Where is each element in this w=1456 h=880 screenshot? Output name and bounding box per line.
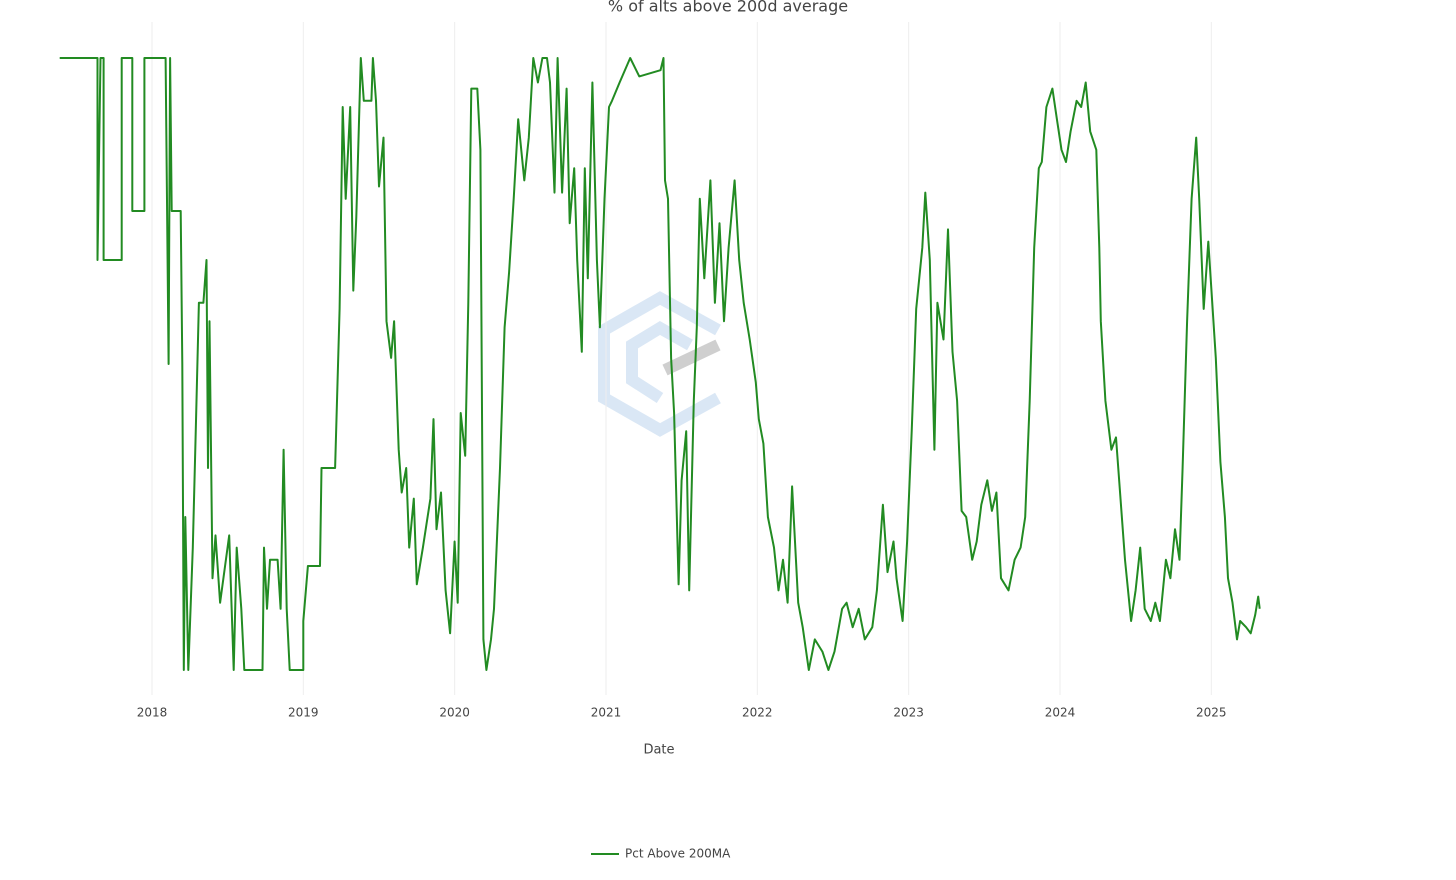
x-tick-label: 2019 — [288, 706, 319, 720]
data-line — [59, 57, 1261, 671]
x-axis-label: Date — [643, 743, 674, 758]
x-tick-label: 2021 — [591, 706, 622, 720]
x-tick-label: 2025 — [1196, 706, 1227, 720]
legend: Pct Above 200MA — [591, 847, 731, 861]
plot — [59, 57, 1261, 671]
x-tick-label: 2024 — [1045, 706, 1076, 720]
grid: 2018 2019 2020 2021 2022 2023 2024 2025 — [137, 22, 1227, 720]
legend-label: Pct Above 200MA — [625, 847, 731, 861]
watermark — [598, 291, 721, 437]
x-tick-label: 2022 — [742, 706, 773, 720]
x-tick-label: 2020 — [439, 706, 470, 720]
chart-title: % of alts above 200d average — [608, 0, 848, 16]
x-tick-label: 2023 — [893, 706, 924, 720]
x-tick-label: 2018 — [137, 706, 168, 720]
